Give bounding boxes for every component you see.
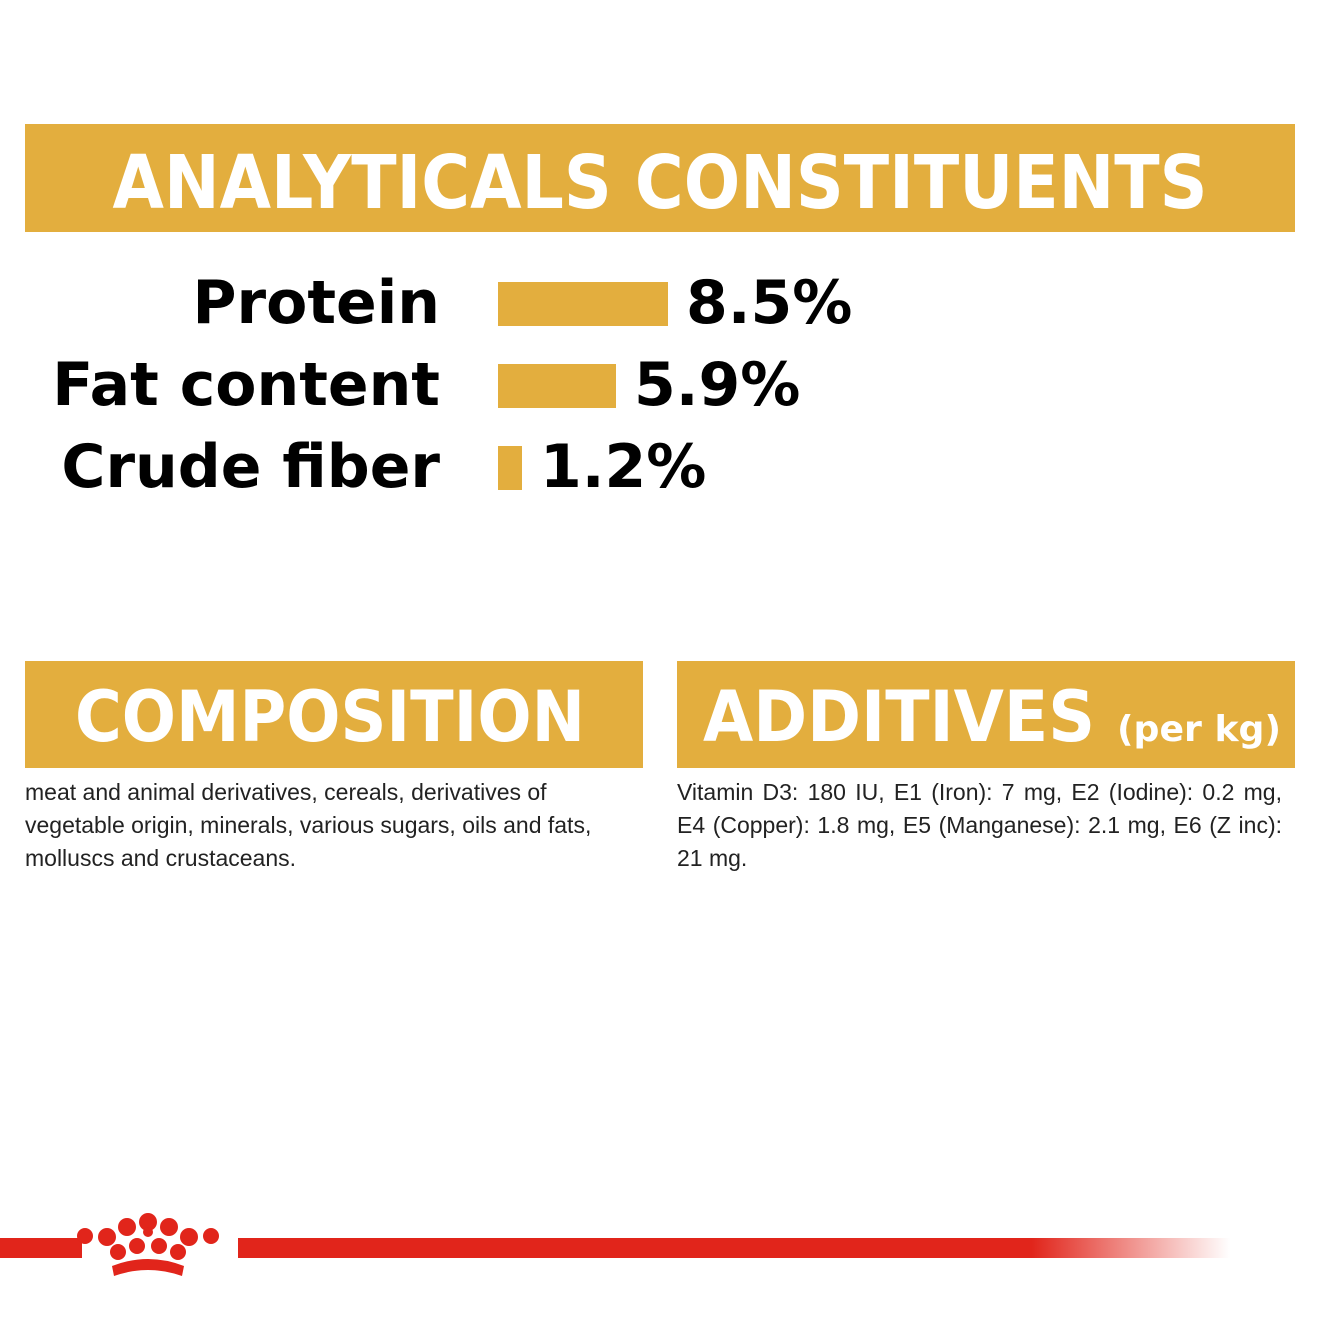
brand-line: [238, 1238, 1230, 1258]
composition-text: meat and animal derivatives, cereals, de…: [25, 779, 592, 871]
value-label: 8.5%: [686, 268, 852, 338]
additives-title: ADDITIVES: [703, 676, 1095, 758]
value-label: 1.2%: [540, 432, 706, 502]
brand-line: [0, 1238, 82, 1258]
additives-unit: (per kg): [1117, 709, 1281, 750]
additives-banner: [677, 661, 1295, 768]
bar: [498, 446, 522, 490]
composition-title: COMPOSITION: [75, 676, 585, 758]
category-label: Protein: [193, 268, 440, 338]
category-label: Crude fiber: [61, 432, 440, 502]
category-label: Fat content: [52, 350, 440, 420]
value-label: 5.9%: [634, 350, 800, 420]
title-banner: [25, 124, 1295, 232]
crown-logo: [77, 1213, 219, 1276]
additives-text: Vitamin D3: 180 IU, E1 (Iron): 7 mg, E2 …: [677, 779, 1282, 871]
bar: [498, 282, 668, 326]
bar: [498, 364, 616, 408]
chart-title: ANALYTICALS CONSTITUENTS: [113, 140, 1208, 226]
composition-banner: [25, 661, 643, 768]
